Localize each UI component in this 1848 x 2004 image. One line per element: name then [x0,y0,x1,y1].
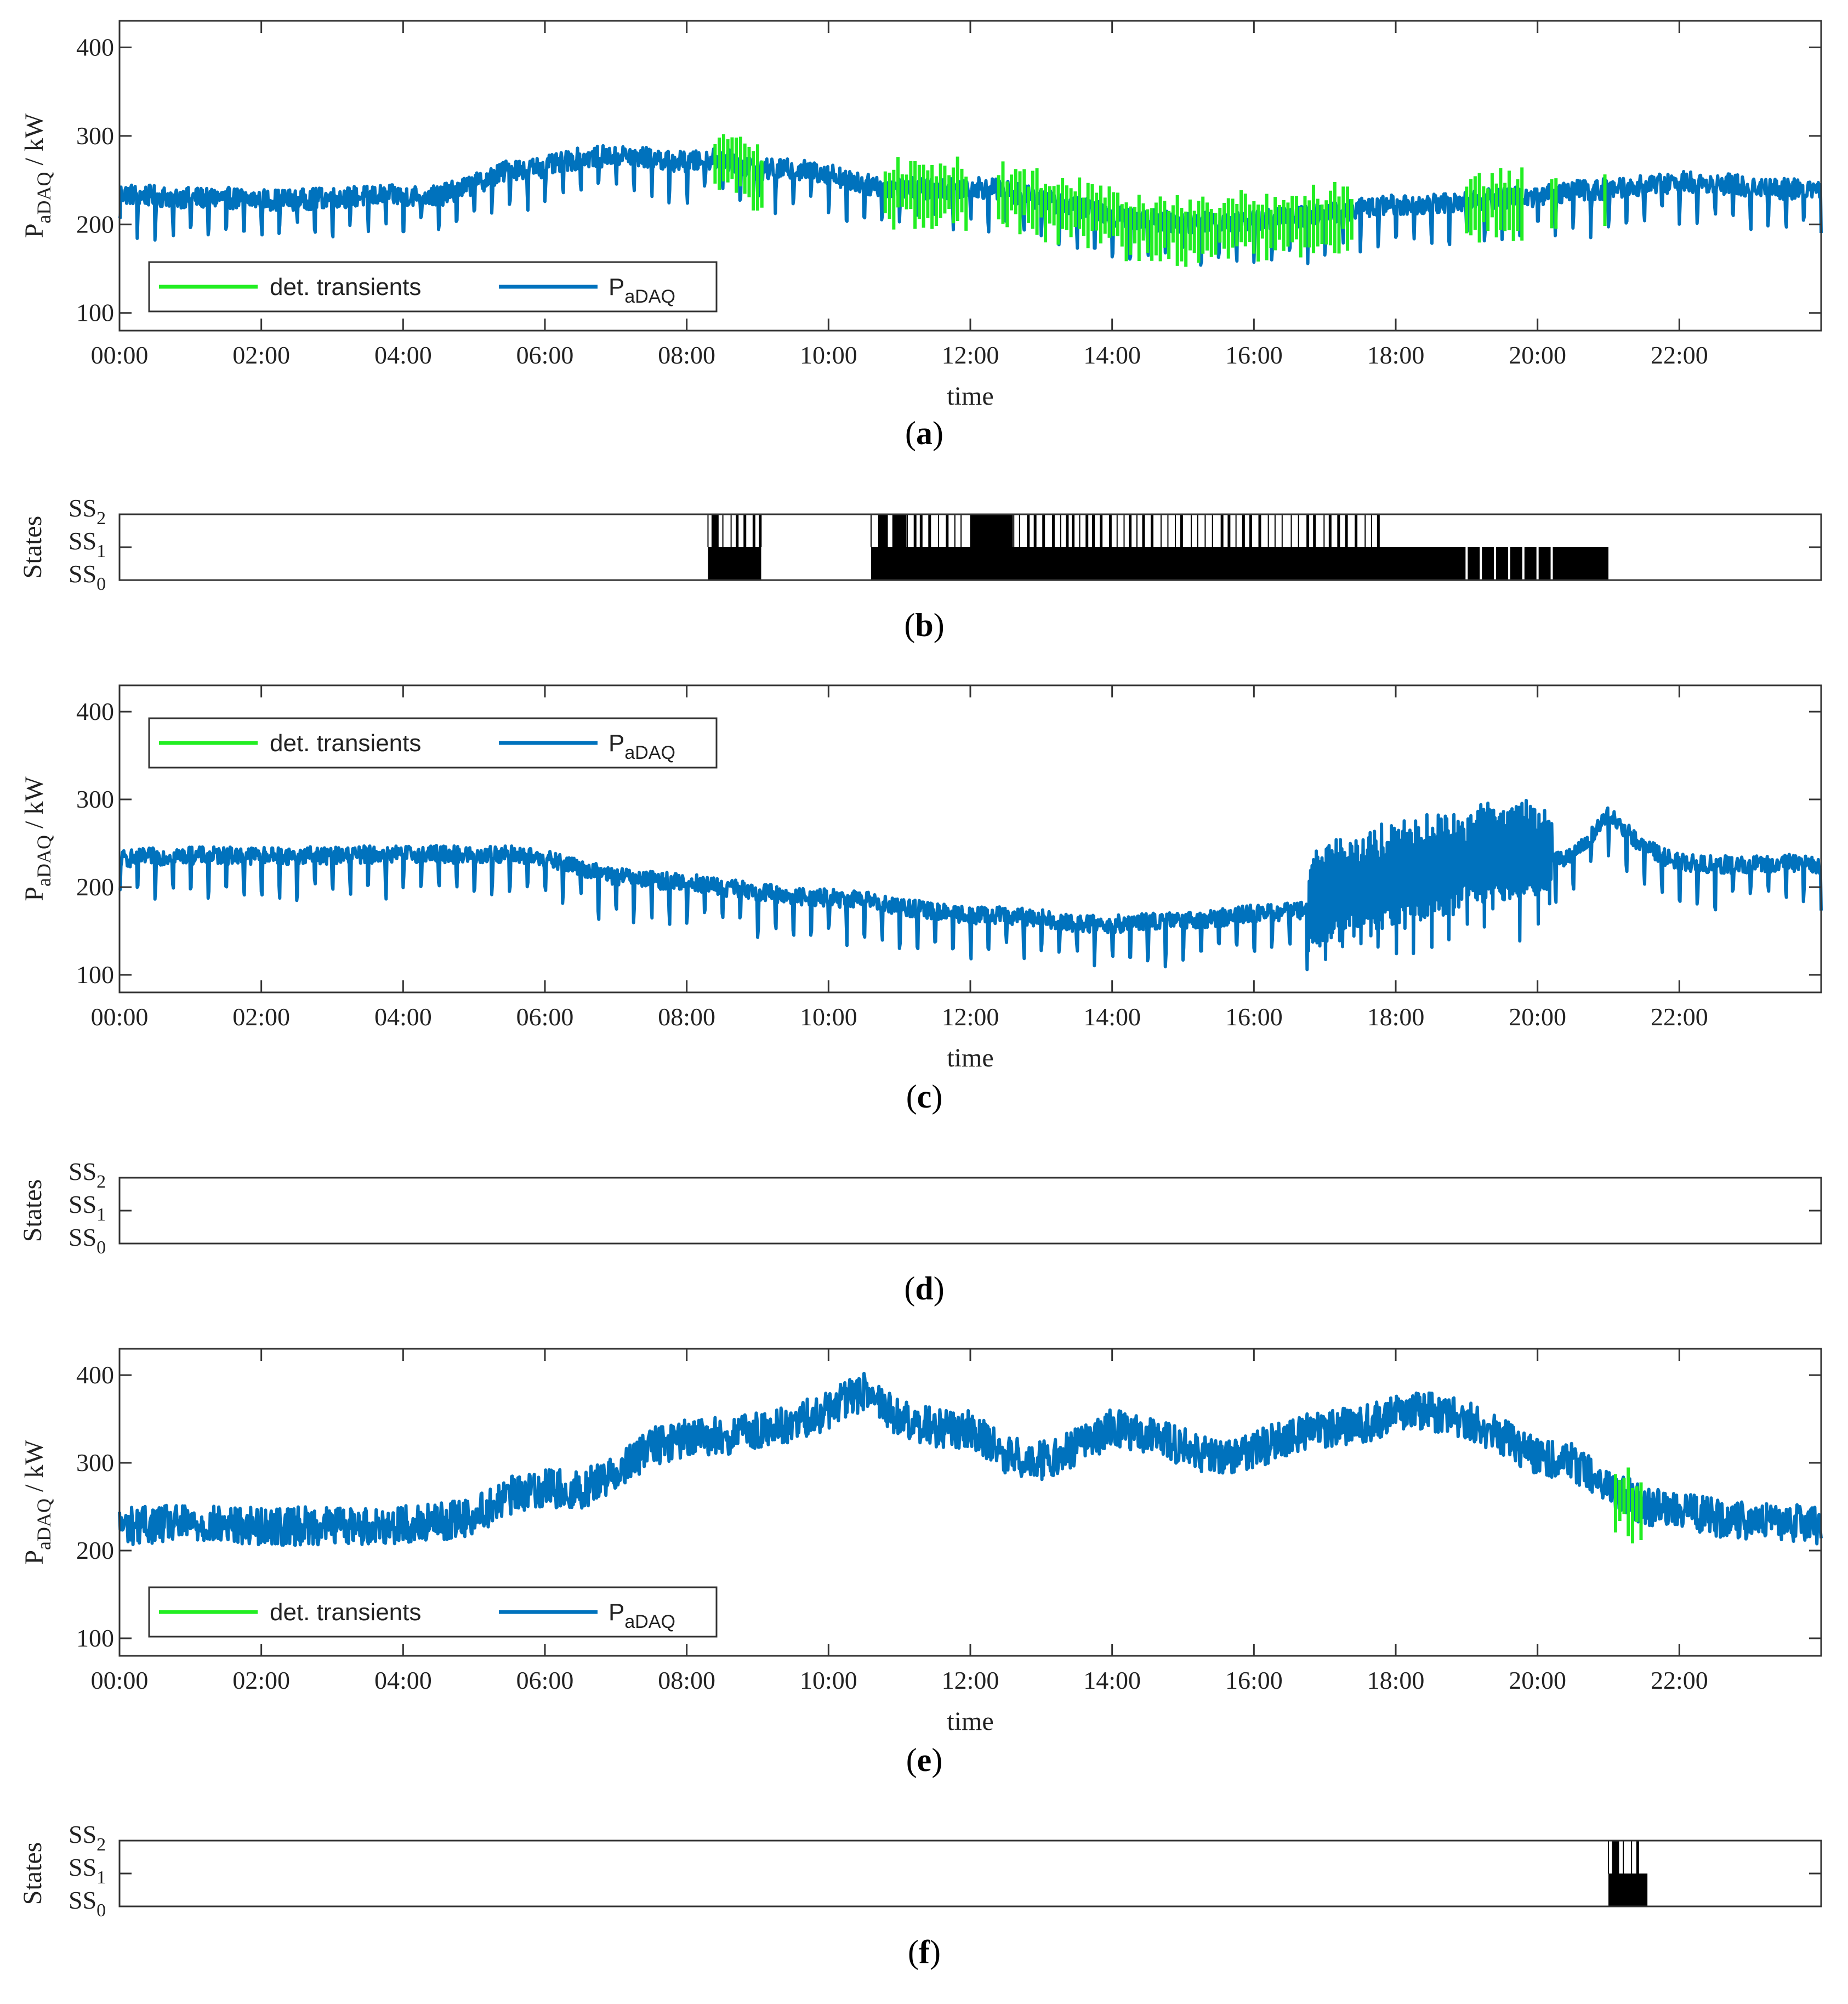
state-tick-label: SS0 [69,560,106,594]
state-tick-label: SS2 [69,1157,106,1192]
state-tick-label: SS1 [69,1853,106,1888]
x-tick-label: 12:00 [942,1003,999,1031]
x-tick-label: 18:00 [1367,1666,1425,1694]
state-tick-label: SS1 [69,1190,106,1225]
x-tick-label: 22:00 [1651,1666,1708,1694]
legend-label-power: PaDAQ [609,730,675,763]
x-tick-label: 06:00 [516,1666,574,1694]
x-tick-label: 20:00 [1509,1003,1566,1031]
y-tick-label: 100 [76,961,114,989]
x-tick-label: 22:00 [1651,1003,1708,1031]
x-tick-label: 02:00 [232,1003,290,1031]
x-tick-label: 12:00 [942,1666,999,1694]
y-tick-label: 200 [76,873,114,901]
legend-label-transients: det. transients [270,1599,421,1626]
x-tick-label: 04:00 [374,1003,432,1031]
caption-d: (d) [904,1270,944,1307]
x-tick-label: 14:00 [1083,1666,1141,1694]
x-tick-label: 08:00 [658,341,715,369]
power-series-line [118,144,1823,267]
y-tick-label: 400 [76,33,114,61]
state-ss2-block [1612,1841,1619,1906]
legend: det. transients PaDAQ [148,261,718,313]
y-tick-label: 300 [76,1449,114,1477]
x-tick-label: 04:00 [374,1666,432,1694]
state-tick-label: SS0 [69,1886,106,1921]
x-tick-label: 08:00 [658,1003,715,1031]
x-tick-label: 14:00 [1083,1003,1141,1031]
y-tick-label: 200 [76,210,114,238]
x-tick-label: 00:00 [91,1666,149,1694]
panel-c: 100 200 300 400 00:00 02:00 04:00 06:00 08:00 10:… [20,684,1823,1115]
x-tick-label: 10:00 [800,1003,857,1031]
y-axis-label: PaDAQ / kW [20,113,55,238]
x-tick-label: 18:00 [1367,341,1425,369]
x-tick-label: 10:00 [800,341,857,369]
x-tick-label: 00:00 [91,1003,149,1031]
state-ss2-block [970,514,1013,580]
state-axis-label: States [18,1842,47,1905]
power-series-line [118,1372,1823,1547]
y-tick-label: 400 [76,1361,114,1389]
x-tick-label: 04:00 [374,341,432,369]
legend-label-power: PaDAQ [609,1599,675,1632]
state-frame [118,1840,1822,1908]
x-tick-label: 08:00 [658,1666,715,1694]
x-tick-label: 22:00 [1651,341,1708,369]
legend: det. transients PaDAQ [148,717,718,769]
x-tick-label: 02:00 [232,1666,290,1694]
y-tick-label: 100 [76,299,114,327]
y-axis-label: PaDAQ / kW [20,1440,55,1565]
y-tick-label: 200 [76,1536,114,1564]
y-tick-label: 100 [76,1624,114,1652]
x-tick-label: 16:00 [1225,341,1283,369]
caption-b: (b) [904,607,944,643]
state-ss2-block [711,514,719,580]
state-axis-label: States [18,516,47,579]
x-axis-label: time [947,1043,993,1072]
state-axis-label: States [18,1179,47,1242]
legend: det. transients PaDAQ [148,1586,718,1638]
y-tick-label: 300 [76,122,114,150]
x-tick-label: 06:00 [516,341,574,369]
x-tick-label: 00:00 [91,341,149,369]
x-tick-label: 10:00 [800,1666,857,1694]
state-tick-label: SS0 [69,1223,106,1258]
state-ss2-block [892,514,907,580]
x-axis-label: time [947,382,993,411]
x-tick-label: 12:00 [942,341,999,369]
x-tick-label: 14:00 [1083,341,1141,369]
state-tick-label: SS1 [69,527,106,561]
state-tick-label: SS2 [69,494,106,529]
caption-f: (f) [908,1934,941,1970]
x-tick-label: 16:00 [1225,1003,1283,1031]
x-tick-label: 16:00 [1225,1666,1283,1694]
x-tick-label: 18:00 [1367,1003,1425,1031]
legend-label-power: PaDAQ [609,274,675,307]
state-ss2-block [878,514,885,580]
x-tick-label: 02:00 [232,341,290,369]
y-axis-label: PaDAQ / kW [20,776,55,901]
caption-e: (e) [906,1742,943,1778]
panel-a: 100 200 300 400 00:00 02:00 04:00 06:00 08:00 10:… [20,20,1823,451]
y-tick-label: 400 [76,697,114,725]
legend-label-transients: det. transients [270,274,421,300]
x-tick-label: 06:00 [516,1003,574,1031]
power-series-line [118,798,1823,972]
legend-label-transients: det. transients [270,730,421,757]
y-tick-label: 300 [76,785,114,813]
panel-e: 100 200 300 400 00:00 02:00 04:00 06:00 08:00 10:… [20,1348,1823,1778]
caption-c: (c) [906,1078,943,1115]
state-tick-label: SS2 [69,1820,106,1855]
x-axis-label: time [947,1707,993,1736]
caption-a: (a) [905,415,943,451]
x-tick-label: 20:00 [1509,341,1566,369]
legend-box [148,717,718,769]
x-tick-label: 20:00 [1509,1666,1566,1694]
state-frame [118,1177,1822,1245]
